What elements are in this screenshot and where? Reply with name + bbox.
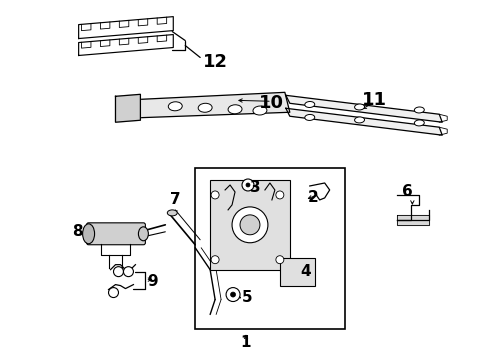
Text: 6: 6 [401,184,412,199]
Text: 11: 11 [361,91,386,109]
Text: 10: 10 [259,94,284,112]
Circle shape [245,183,249,187]
Text: 3: 3 [249,180,260,195]
Bar [210,180,289,270]
Ellipse shape [304,114,314,121]
Text: 2: 2 [307,190,318,206]
Circle shape [123,267,133,276]
Polygon shape [285,95,441,122]
Circle shape [225,288,240,302]
Text: 5: 5 [241,290,252,305]
Ellipse shape [413,120,424,126]
Ellipse shape [227,105,242,114]
Polygon shape [120,92,289,118]
Text: 4: 4 [300,264,310,279]
Polygon shape [115,94,140,122]
Ellipse shape [252,106,266,115]
Ellipse shape [82,224,94,244]
Circle shape [240,215,260,235]
Ellipse shape [138,227,148,241]
Ellipse shape [413,107,424,113]
Text: 12: 12 [202,53,227,71]
Circle shape [230,292,235,297]
Circle shape [275,191,283,199]
Bar [279,258,314,285]
Ellipse shape [198,103,212,112]
Text: 8: 8 [72,224,83,239]
Circle shape [211,256,219,264]
Circle shape [232,207,267,243]
Ellipse shape [167,210,177,216]
Circle shape [211,191,219,199]
Circle shape [275,256,283,264]
Ellipse shape [354,104,364,110]
Ellipse shape [304,102,314,108]
Polygon shape [285,108,441,135]
Circle shape [108,288,118,298]
Ellipse shape [354,117,364,123]
Ellipse shape [168,102,182,111]
Bar [195,168,344,329]
FancyBboxPatch shape [86,223,145,245]
Text: 7: 7 [170,193,180,207]
Text: 9: 9 [147,274,157,289]
Circle shape [113,267,123,276]
Circle shape [242,179,253,191]
Polygon shape [397,215,428,225]
Text: 1: 1 [240,335,251,350]
